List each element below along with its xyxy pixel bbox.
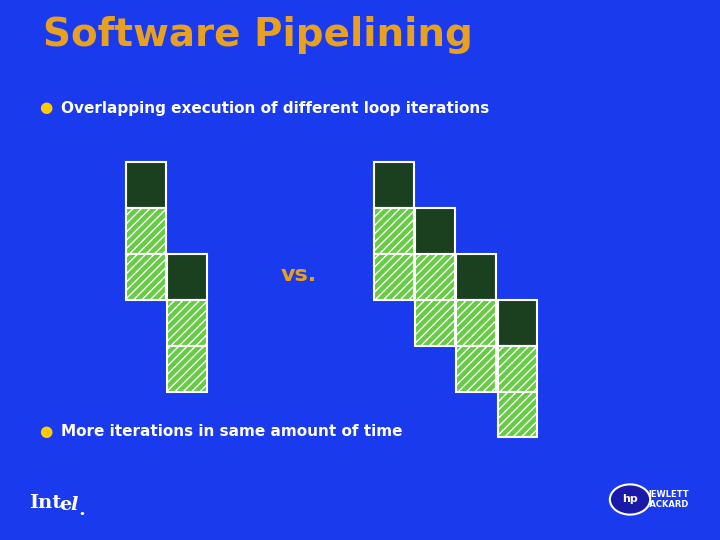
Text: e: e	[59, 496, 71, 514]
Text: vs.: vs.	[281, 265, 317, 286]
Text: HEWLETT
PACKARD: HEWLETT PACKARD	[644, 490, 689, 509]
Text: ●: ●	[40, 100, 53, 116]
Text: Software Pipelining: Software Pipelining	[43, 16, 473, 54]
Bar	[498, 346, 537, 392]
Text: Int: Int	[29, 494, 61, 511]
Bar	[374, 208, 414, 254]
Bar	[498, 346, 537, 392]
Text: More iterations in same amount of time: More iterations in same amount of time	[61, 424, 402, 440]
Bar	[374, 162, 414, 208]
Bar	[498, 300, 537, 346]
Bar	[456, 346, 496, 392]
Bar	[126, 208, 166, 254]
Bar	[167, 346, 207, 392]
Bar	[167, 346, 207, 392]
Text: Overlapping execution of different loop iterations: Overlapping execution of different loop …	[61, 100, 490, 116]
Bar	[126, 254, 166, 300]
Bar	[498, 392, 537, 437]
Bar	[456, 300, 496, 346]
Bar	[456, 346, 496, 392]
Bar	[126, 254, 166, 300]
Bar	[415, 300, 455, 346]
Bar	[126, 162, 166, 208]
Bar	[415, 254, 455, 300]
Bar	[167, 300, 207, 346]
Circle shape	[610, 484, 650, 515]
Bar	[374, 208, 414, 254]
Bar	[167, 254, 207, 300]
Bar	[456, 300, 496, 346]
Bar	[126, 208, 166, 254]
Text: hp: hp	[622, 495, 638, 504]
Bar	[167, 300, 207, 346]
Bar	[498, 392, 537, 437]
Bar	[415, 208, 455, 254]
Text: ●: ●	[40, 424, 53, 440]
Bar	[456, 254, 496, 300]
Bar	[374, 254, 414, 300]
Text: .: .	[78, 501, 86, 519]
Bar	[415, 254, 455, 300]
Text: l: l	[71, 496, 78, 514]
Bar	[374, 254, 414, 300]
Bar	[415, 300, 455, 346]
